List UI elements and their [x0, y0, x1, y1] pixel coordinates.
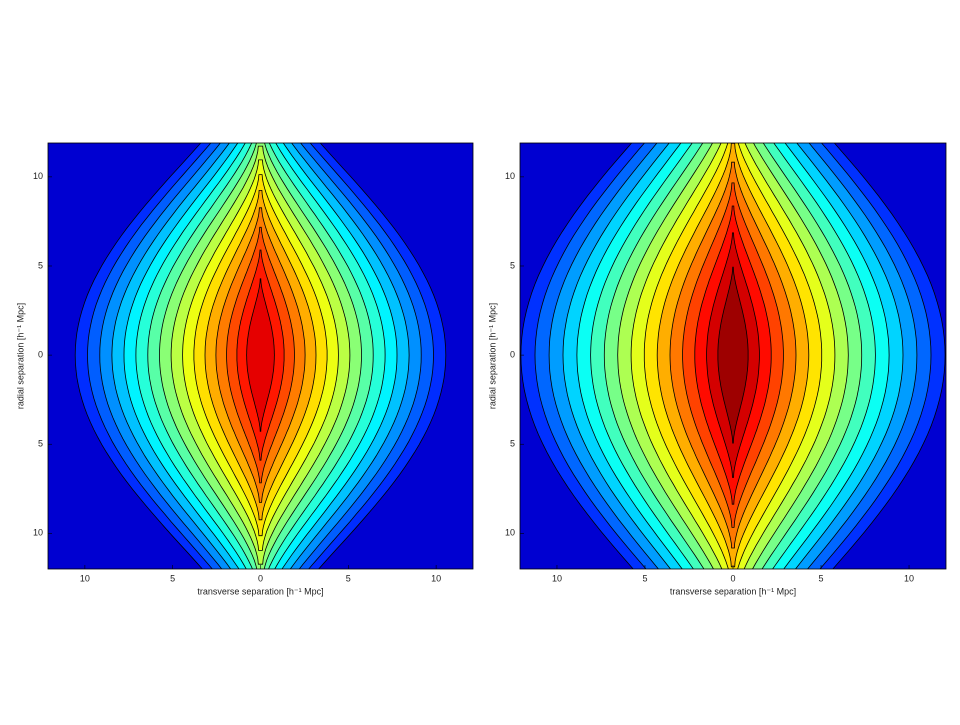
contour-level	[246, 278, 275, 432]
y-tick-label: 5	[38, 260, 43, 270]
x-axis-label: transverse separation [h⁻¹ Mpc]	[197, 586, 323, 596]
field	[48, 143, 473, 569]
x-tick-label: 0	[730, 573, 735, 583]
x-tick-label: 5	[346, 573, 351, 583]
y-tick-label: 5	[38, 439, 43, 449]
y-tick-label: 5	[510, 439, 515, 449]
x-tick-label: 0	[258, 573, 263, 583]
x-tick-label: 5	[170, 573, 175, 583]
y-axis-label: radial separation [h⁻¹ Mpc]	[487, 303, 497, 409]
y-tick-label: 10	[505, 171, 515, 181]
field	[520, 143, 946, 569]
y-tick-label: 10	[505, 528, 515, 538]
y-tick-label: 10	[33, 528, 43, 538]
x-tick-label: 10	[80, 573, 90, 583]
x-tick-label: 10	[552, 573, 562, 583]
y-tick-label: 10	[33, 171, 43, 181]
x-tick-label: 10	[431, 573, 441, 583]
y-tick-label: 0	[510, 349, 515, 359]
x-axis-label: transverse separation [h⁻¹ Mpc]	[670, 586, 796, 596]
contour-level	[717, 266, 749, 444]
x-tick-label: 5	[819, 573, 824, 583]
y-tick-label: 0	[38, 349, 43, 359]
x-tick-label: 5	[642, 573, 647, 583]
y-axis-label: radial separation [h⁻¹ Mpc]	[15, 303, 25, 409]
y-tick-label: 5	[510, 260, 515, 270]
x-tick-label: 10	[904, 573, 914, 583]
